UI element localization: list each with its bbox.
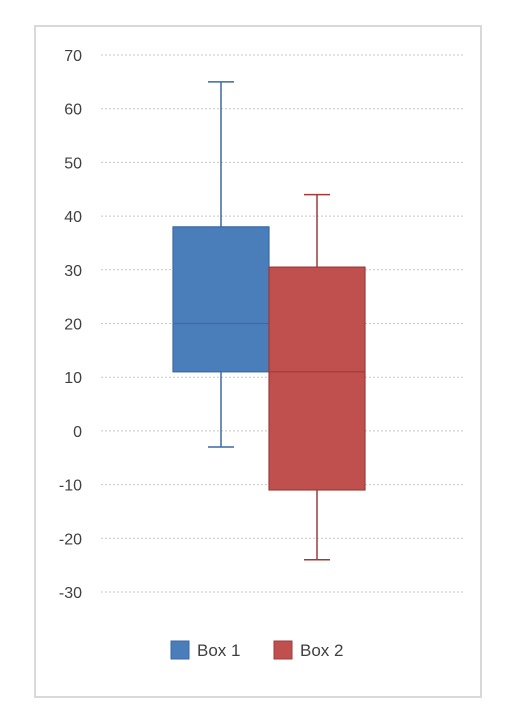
legend-label: Box 1 xyxy=(197,641,240,660)
y-tick-label: -20 xyxy=(59,531,82,548)
y-tick-label: 10 xyxy=(64,370,82,387)
y-tick-label: -10 xyxy=(59,478,82,495)
legend: Box 1 Box 2 xyxy=(170,640,343,660)
box-2 xyxy=(268,193,366,561)
iqr-box xyxy=(268,266,366,491)
y-tick-label: 40 xyxy=(64,209,82,226)
y-tick-label: 0 xyxy=(73,424,82,441)
legend-item-2: Box 2 xyxy=(273,640,343,660)
y-tick-label: 70 xyxy=(64,48,82,65)
box-1 xyxy=(172,81,270,448)
legend-swatch xyxy=(273,640,293,660)
y-axis-tick-labels: 70 60 50 40 30 20 10 0 -10 -20 -30 xyxy=(59,48,82,602)
legend-swatch xyxy=(170,640,190,660)
y-tick-label: 50 xyxy=(64,155,82,172)
iqr-box xyxy=(172,226,270,373)
y-tick-label: 20 xyxy=(64,317,82,334)
box-series xyxy=(172,81,366,561)
legend-label: Box 2 xyxy=(300,641,343,660)
y-tick-label: -30 xyxy=(59,585,82,602)
y-tick-label: 60 xyxy=(64,102,82,119)
legend-item-1: Box 1 xyxy=(170,640,240,660)
y-tick-label: 30 xyxy=(64,263,82,280)
